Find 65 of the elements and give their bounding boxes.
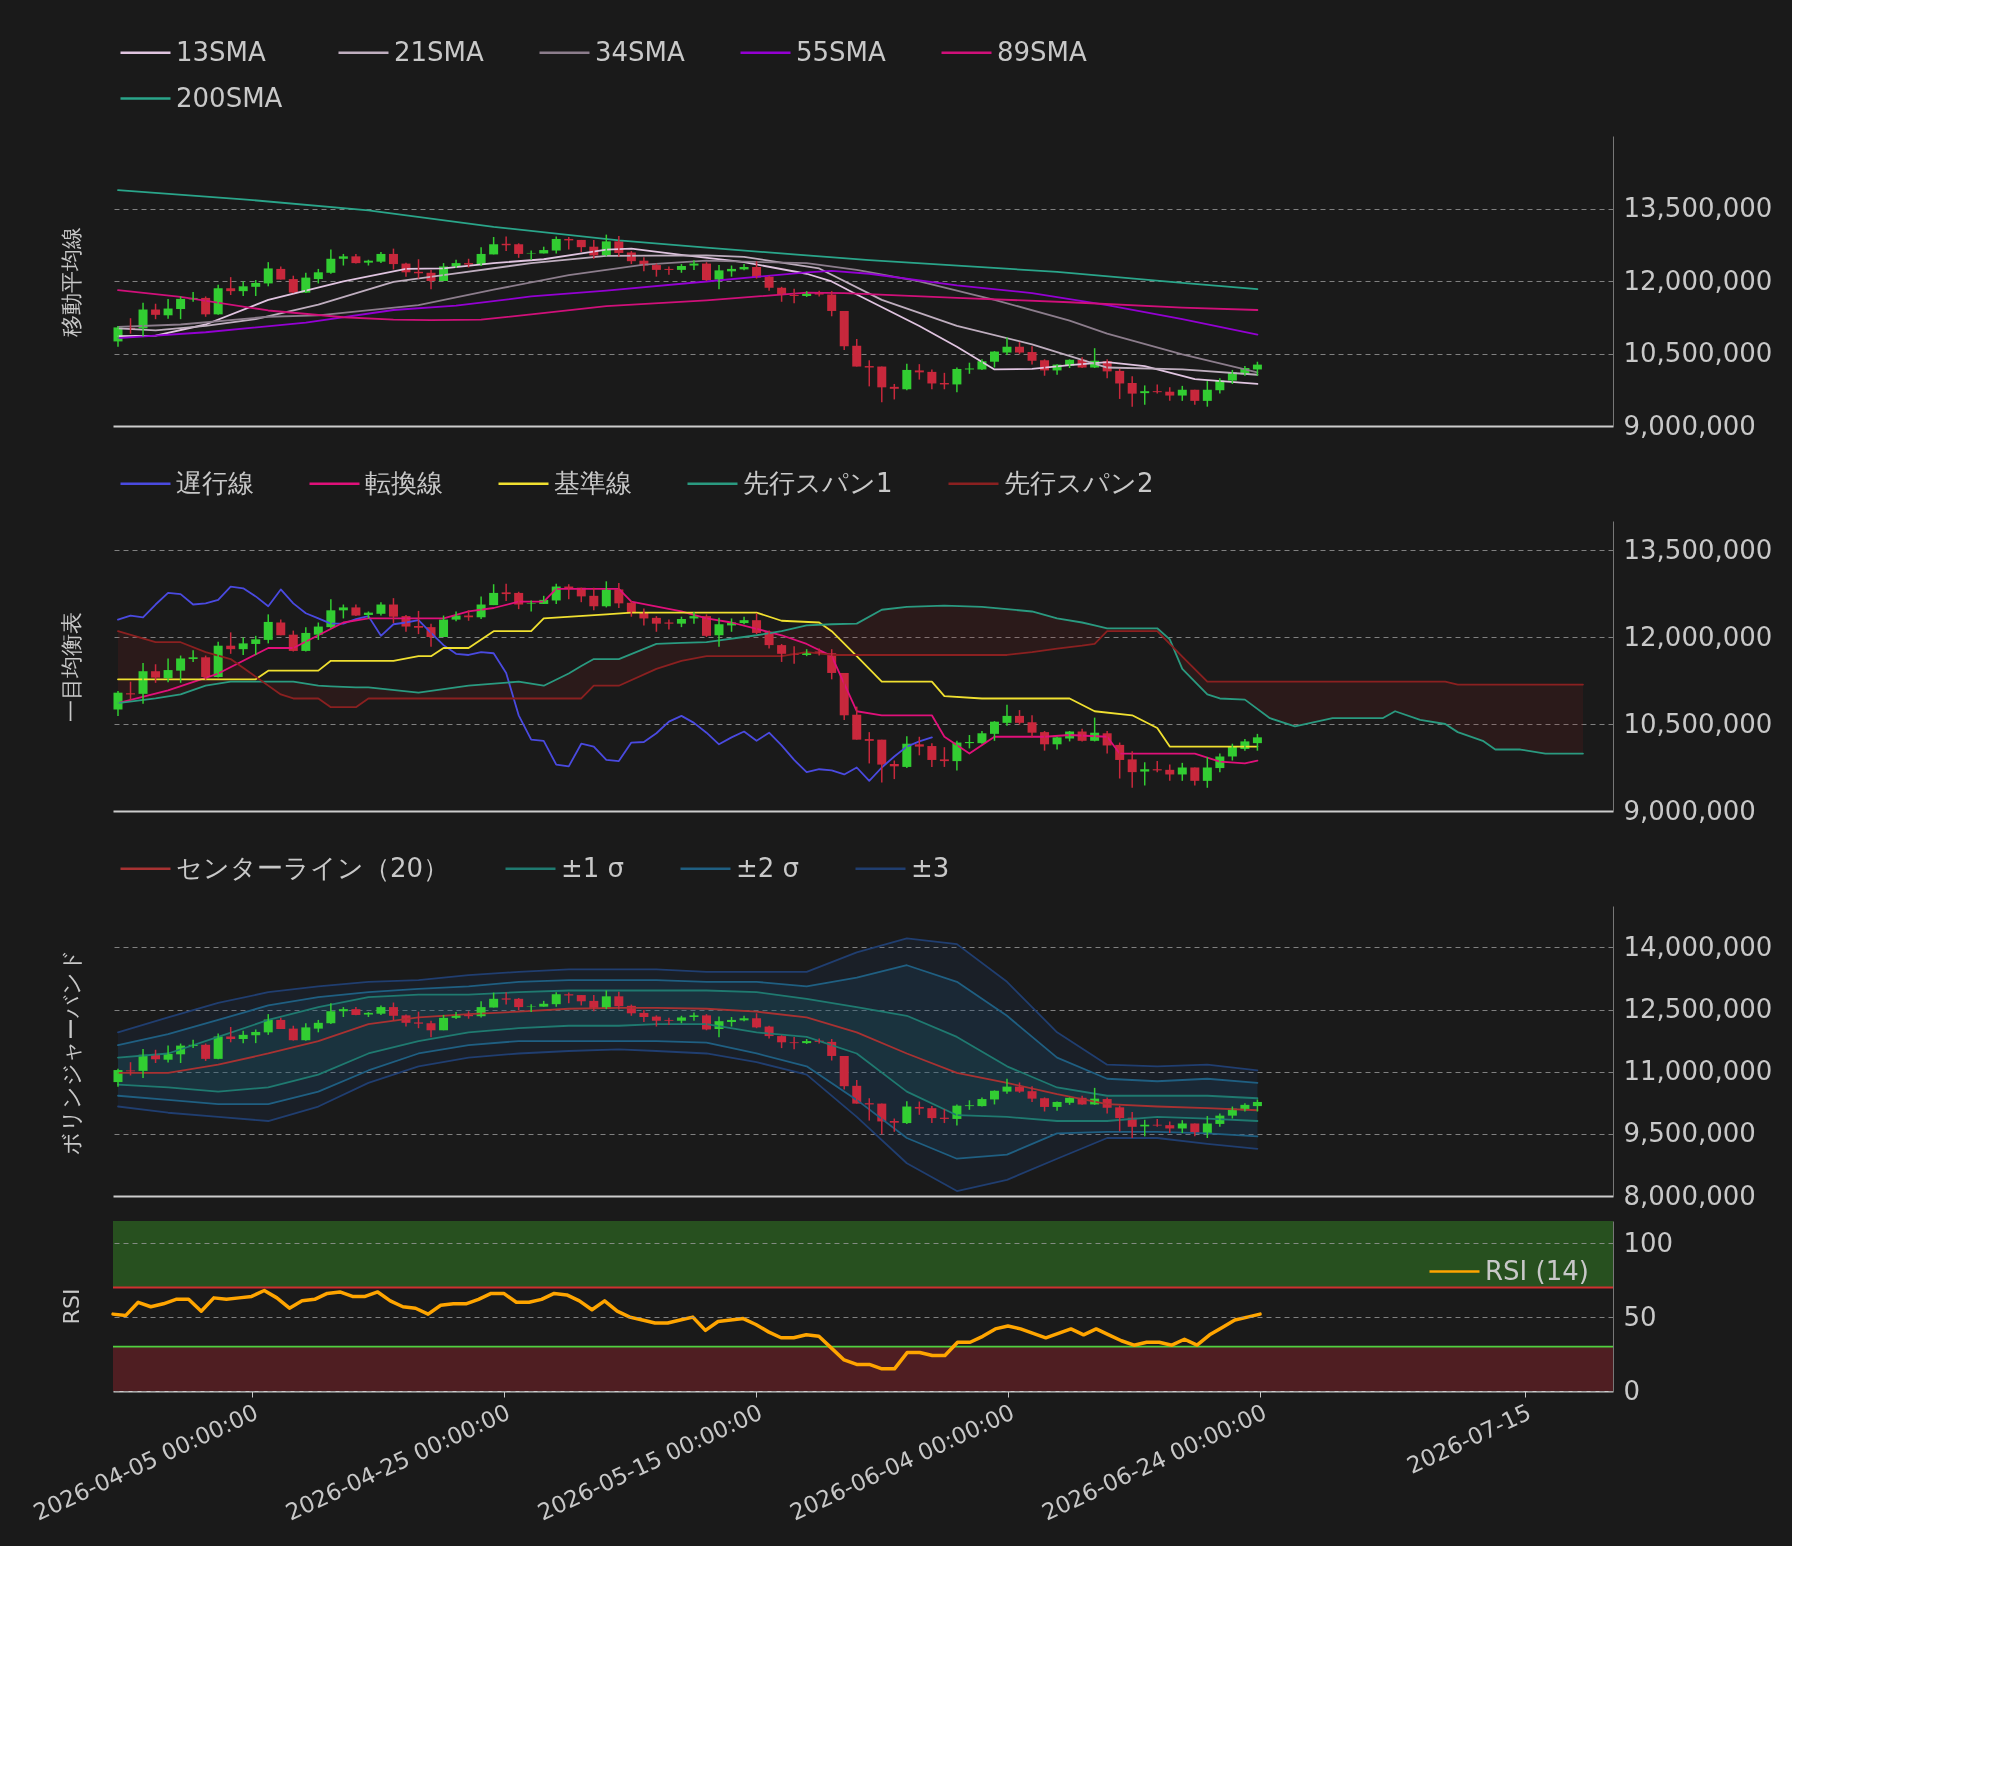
candlestick	[151, 663, 161, 684]
candlestick	[526, 599, 536, 613]
y-tick-label: 10,500,000	[1623, 338, 1773, 368]
y-tick-label: 9,000,000	[1623, 795, 1756, 826]
line-series	[117, 989, 1259, 1100]
y-tick-label: 12,000,000	[1623, 265, 1773, 296]
legend-label: 遅行線	[176, 467, 254, 498]
candlestick	[789, 1036, 799, 1051]
candlestick	[864, 359, 874, 388]
legend-label: 89SMA	[997, 36, 1088, 67]
y-tick-label: 13,500,000	[1623, 193, 1773, 223]
legend-label: ±2 σ	[736, 852, 800, 883]
y-tick-label: 9,000,000	[1623, 410, 1756, 441]
candlestick	[852, 338, 862, 368]
legend-label: 13SMA	[176, 36, 267, 67]
legend-label: 基準線	[554, 467, 632, 498]
candlestick	[1140, 384, 1150, 406]
y-tick-label: 12,000,000	[1623, 621, 1773, 652]
line-series	[117, 289, 1259, 322]
y-tick-label: 8,000,000	[1623, 1180, 1756, 1211]
line-series	[117, 189, 1259, 291]
y-axis-title: RSI	[58, 1288, 84, 1325]
candlestick	[939, 746, 949, 768]
line-series	[117, 937, 1259, 1072]
legend-label: 34SMA	[595, 36, 686, 67]
y-tick-label: 0	[1623, 1375, 1641, 1406]
line-series	[117, 964, 1259, 1084]
legend-label: 先行スパン1	[743, 467, 893, 498]
line-series	[111, 1288, 1262, 1371]
legend-label: ±1 σ	[561, 852, 625, 883]
y-tick-label: 100	[1623, 1227, 1674, 1258]
candlestick	[914, 736, 924, 757]
candlestick	[1140, 761, 1150, 787]
line-series	[117, 630, 1584, 709]
legend-label: RSI (14)	[1485, 1255, 1589, 1286]
candlestick	[689, 1011, 699, 1022]
candlestick	[664, 1017, 674, 1026]
y-tick-label: 14,000,000	[1623, 931, 1773, 962]
candlestick	[251, 635, 261, 656]
y-tick-label: 11,000,000	[1623, 1056, 1773, 1087]
legend-label: 先行スパン2	[1004, 467, 1154, 498]
legend-label: 転換線	[365, 467, 443, 498]
line-series	[117, 1040, 1259, 1160]
legend-label: センターライン（20）	[176, 852, 450, 883]
y-tick-label: 12,500,000	[1623, 994, 1773, 1025]
candlestick	[176, 654, 186, 684]
candlestick	[414, 610, 423, 635]
line-series	[117, 585, 933, 782]
candlestick	[501, 991, 511, 1006]
y-tick-label: 50	[1623, 1301, 1657, 1332]
legend-label: 55SMA	[796, 36, 887, 67]
y-tick-label: 13,500,000	[1623, 534, 1773, 565]
candlestick	[1152, 1118, 1162, 1128]
y-axis-title: 移動平均線	[58, 226, 84, 337]
candlestick	[864, 731, 874, 765]
y-tick-label: 10,500,000	[1623, 708, 1773, 739]
line-series	[117, 1048, 1259, 1192]
candlestick	[526, 1003, 536, 1013]
legend-label: 200SMA	[176, 82, 283, 113]
legend-label: ±3	[911, 852, 950, 883]
candlestick	[1115, 1104, 1125, 1133]
y-axis-title: ボリンジャーバンド	[58, 948, 84, 1155]
y-tick-label: 9,500,000	[1623, 1118, 1756, 1149]
y-axis-title: 一目均衡表	[58, 611, 84, 722]
legend-label: 21SMA	[394, 36, 485, 67]
